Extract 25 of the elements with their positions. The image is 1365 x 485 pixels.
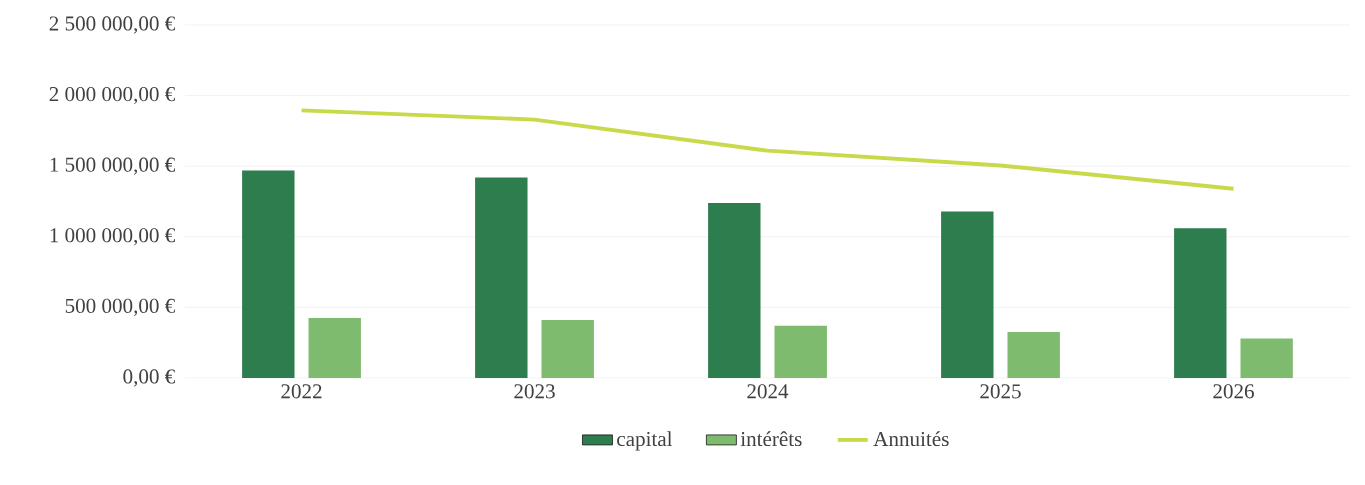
y-tick-label: 2 000 000,00 € (49, 86, 175, 105)
y-tick-label: 1 500 000,00 € (50, 157, 175, 175)
bar (242, 170, 295, 378)
y-tick-label: 0,00 € (123, 369, 175, 387)
y-tick-label: 500 000,00 € (65, 298, 175, 317)
x-tick-label: 2026 (1213, 384, 1254, 399)
legend-label: capital (617, 431, 673, 451)
bar (708, 202, 761, 378)
bar (541, 320, 594, 378)
bar (308, 317, 361, 378)
x-tick-label: 2025 (980, 384, 1021, 399)
bar (1174, 228, 1227, 378)
bar (475, 177, 528, 378)
bar (941, 211, 994, 378)
legend-label: Annuités (873, 431, 949, 447)
bar (1240, 338, 1293, 378)
y-tick-label: 1 000 000,00 € (50, 228, 175, 246)
y-tick-label: 2 500 000,00 € (49, 16, 175, 34)
x-tick-label: 2024 (747, 384, 789, 399)
bar (774, 325, 827, 378)
x-tick-label: 2023 (514, 384, 555, 399)
legend-label: intérêts (740, 431, 802, 447)
bar (1007, 332, 1060, 378)
line-series (299, 108, 1236, 191)
x-tick-label: 2022 (281, 384, 322, 399)
